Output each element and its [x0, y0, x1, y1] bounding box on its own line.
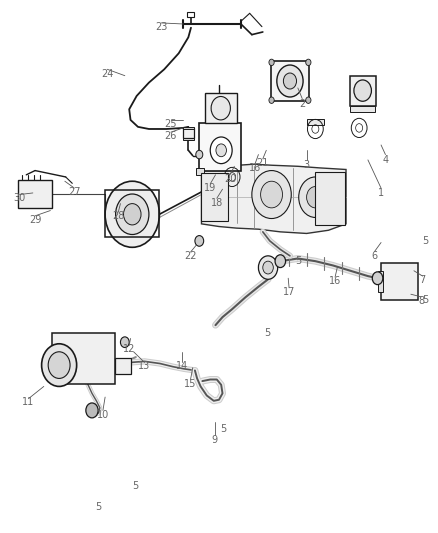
Circle shape	[306, 97, 311, 103]
Circle shape	[269, 97, 274, 103]
Circle shape	[307, 187, 324, 208]
Text: 1: 1	[378, 189, 384, 198]
FancyBboxPatch shape	[115, 358, 131, 374]
FancyBboxPatch shape	[381, 263, 418, 300]
Text: 29: 29	[29, 215, 41, 224]
Text: 5: 5	[295, 256, 301, 266]
Text: 13: 13	[138, 361, 151, 371]
Circle shape	[354, 80, 371, 101]
FancyBboxPatch shape	[350, 106, 375, 112]
Text: 5: 5	[264, 328, 270, 337]
Text: 9: 9	[212, 435, 218, 445]
Text: 24: 24	[101, 69, 113, 78]
Text: 3: 3	[304, 160, 310, 170]
Circle shape	[116, 194, 149, 235]
FancyBboxPatch shape	[187, 12, 194, 17]
Text: 16: 16	[249, 163, 261, 173]
Circle shape	[258, 256, 278, 279]
Circle shape	[261, 181, 283, 208]
Polygon shape	[201, 164, 346, 233]
Circle shape	[372, 272, 383, 285]
Text: 26: 26	[165, 131, 177, 141]
Text: 25: 25	[165, 119, 177, 128]
Text: 4: 4	[382, 155, 389, 165]
FancyBboxPatch shape	[183, 138, 194, 140]
Text: 21: 21	[257, 158, 269, 167]
Circle shape	[86, 403, 98, 418]
Circle shape	[275, 255, 286, 268]
Text: 16: 16	[329, 276, 341, 286]
Text: 10: 10	[97, 410, 109, 419]
Circle shape	[211, 96, 230, 120]
FancyBboxPatch shape	[350, 76, 376, 106]
Text: 19: 19	[204, 183, 216, 192]
Circle shape	[216, 144, 226, 157]
Circle shape	[42, 344, 77, 386]
Text: 2: 2	[299, 99, 305, 109]
Text: 23: 23	[155, 22, 167, 31]
FancyBboxPatch shape	[271, 61, 309, 101]
Circle shape	[269, 59, 274, 66]
Circle shape	[277, 65, 303, 97]
Circle shape	[124, 204, 141, 225]
Circle shape	[196, 150, 203, 159]
Circle shape	[283, 73, 297, 89]
Text: 14: 14	[176, 361, 188, 371]
Text: 30: 30	[14, 193, 26, 203]
Text: 12: 12	[123, 344, 135, 354]
FancyBboxPatch shape	[196, 168, 204, 175]
FancyBboxPatch shape	[307, 119, 324, 125]
FancyBboxPatch shape	[315, 172, 345, 225]
FancyBboxPatch shape	[199, 123, 241, 171]
FancyBboxPatch shape	[183, 128, 194, 138]
FancyBboxPatch shape	[183, 127, 194, 129]
Text: 5: 5	[95, 503, 102, 512]
Text: 11: 11	[22, 398, 35, 407]
Text: 18: 18	[211, 198, 223, 207]
Circle shape	[299, 177, 332, 217]
Text: 6: 6	[371, 251, 378, 261]
Text: 5: 5	[422, 295, 428, 304]
FancyBboxPatch shape	[378, 271, 383, 292]
FancyBboxPatch shape	[201, 173, 228, 221]
Text: 20: 20	[224, 174, 236, 183]
Text: 27: 27	[68, 187, 81, 197]
Text: 8: 8	[418, 296, 424, 306]
Circle shape	[263, 261, 273, 274]
Circle shape	[48, 352, 70, 378]
Text: 7: 7	[420, 275, 426, 285]
Text: 5: 5	[422, 236, 428, 246]
Text: 22: 22	[184, 251, 197, 261]
Circle shape	[120, 337, 129, 348]
FancyBboxPatch shape	[205, 93, 237, 123]
FancyBboxPatch shape	[52, 333, 115, 384]
Text: 17: 17	[283, 287, 295, 296]
FancyBboxPatch shape	[18, 180, 52, 208]
Text: 28: 28	[112, 211, 124, 221]
Text: 15: 15	[184, 379, 197, 389]
Text: 5: 5	[133, 481, 139, 491]
Circle shape	[252, 171, 291, 219]
Text: 5: 5	[220, 424, 226, 434]
Circle shape	[210, 137, 232, 164]
Circle shape	[306, 59, 311, 66]
Circle shape	[195, 236, 204, 246]
Circle shape	[105, 181, 159, 247]
